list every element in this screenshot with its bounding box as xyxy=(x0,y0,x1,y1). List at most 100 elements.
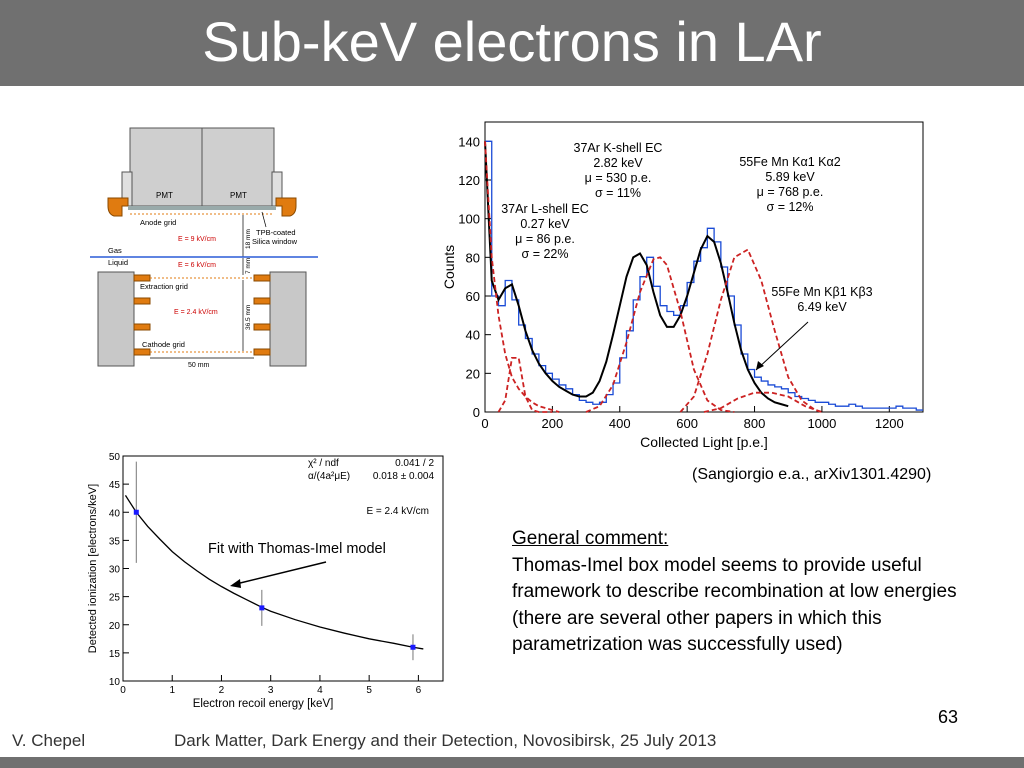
gas-label: Gas xyxy=(108,246,122,255)
ring-left xyxy=(107,197,129,217)
pmt-left-label: PMT xyxy=(156,191,173,200)
y-tick-label: 100 xyxy=(458,212,480,227)
stats-row2-label: α/(4a²μE) xyxy=(308,471,350,482)
y-tick-label: 40 xyxy=(109,508,121,519)
annotation-line: 55Fe Mn Kα1 Kα2 xyxy=(739,155,840,169)
data-point xyxy=(133,509,139,515)
arrow-head xyxy=(756,361,764,370)
y-tick-label: 45 xyxy=(109,480,121,491)
x-tick-label: 5 xyxy=(366,685,372,696)
general-comment: General comment: Thomas-Imel box model s… xyxy=(512,526,1002,659)
annotation-line: σ = 22% xyxy=(522,247,569,261)
annotation-line: 0.27 keV xyxy=(520,217,570,231)
liquid-label: Liquid xyxy=(108,258,128,267)
x-tick-label: 600 xyxy=(676,416,698,431)
annotation-line: 37Ar L-shell EC xyxy=(501,202,589,216)
x-tick-label: 1000 xyxy=(807,416,836,431)
data-point xyxy=(410,644,416,650)
dim-365-label: 36.5 mm xyxy=(245,305,252,330)
plot-frame xyxy=(484,121,924,413)
y-tick-label: 25 xyxy=(109,593,121,604)
field-mid-label: E = 6 kV/cm xyxy=(178,262,216,269)
field-drift-label: E = 2.4 kV/cm xyxy=(174,309,218,316)
y-tick-label: 15 xyxy=(109,649,121,660)
y-tick-label: 30 xyxy=(109,565,121,576)
y-tick-label: 40 xyxy=(466,328,480,343)
field-label: E = 2.4 kV/cm xyxy=(366,506,429,517)
stats-row1-label: χ² / ndf xyxy=(308,458,339,469)
cathode-grid-label: Cathode grid xyxy=(142,340,185,349)
y-axis-label: Counts xyxy=(441,245,457,289)
tpb-label: TPB-coated xyxy=(256,228,296,237)
y-tick-label: 60 xyxy=(466,289,480,304)
component-curve xyxy=(497,356,553,413)
caption-arrow xyxy=(235,561,327,585)
annotation-line: 55Fe Mn Kβ1 Kβ3 xyxy=(771,285,872,299)
bottom-bar xyxy=(0,757,1024,768)
arrow-head xyxy=(230,579,241,588)
annotation-line: σ = 11% xyxy=(595,186,641,200)
footer-author: V. Chepel xyxy=(12,731,86,750)
detector-diagram: PMT PMT Anode grid TPB-coated Silica win… xyxy=(90,127,318,369)
x-tick-label: 1200 xyxy=(875,416,904,431)
y-tick-label: 50 xyxy=(109,452,121,463)
component-curve xyxy=(679,248,823,413)
x-tick-label: 6 xyxy=(416,685,422,696)
body-right xyxy=(269,271,307,367)
x-tick-label: 1 xyxy=(169,685,175,696)
x-tick-label: 200 xyxy=(542,416,564,431)
y-tick-label: 10 xyxy=(109,677,121,688)
pmt-right-label: PMT xyxy=(230,191,247,200)
spectrum-chart: 0 20 40 60 80 100 120 140 0 200 400 600 800 1000 1200 C… xyxy=(441,121,924,450)
annotation-line: 6.49 keV xyxy=(797,300,847,314)
x-tick-label: 400 xyxy=(609,416,631,431)
x-tick-label: 3 xyxy=(268,685,274,696)
annotation-line: 2.82 keV xyxy=(593,156,643,170)
x-axis-label: Electron recoil energy [keV] xyxy=(193,698,334,710)
annotation-line: μ = 86 p.e. xyxy=(515,232,575,246)
stats-row2-value: 0.018 ± 0.004 xyxy=(373,471,435,482)
fit-caption: Fit with Thomas-Imel model xyxy=(208,541,386,557)
annotation-line: 37Ar K-shell EC xyxy=(574,141,663,155)
slide-title: Sub-keV electrons in LAr xyxy=(202,10,822,73)
comment-body: Thomas-Imel box model seems to provide u… xyxy=(512,554,957,656)
silica-label: Silica window xyxy=(252,237,298,246)
data-point xyxy=(259,605,265,611)
x-tick-label: 4 xyxy=(317,685,323,696)
y-axis-label: Detected ionization [electrons/keV] xyxy=(87,484,99,653)
y-tick-label: 120 xyxy=(458,173,480,188)
plot-frame xyxy=(122,455,444,682)
fit-curve xyxy=(484,141,789,408)
field-top-label: E = 9 kV/cm xyxy=(178,236,216,243)
y-tick-label: 35 xyxy=(109,536,121,547)
pmt-left xyxy=(129,127,203,207)
dim-18-label: 18 mm xyxy=(245,229,252,249)
stats-row1-value: 0.041 / 2 xyxy=(395,458,434,469)
histogram-series xyxy=(485,140,923,411)
component-curve xyxy=(585,256,735,413)
width-label: 50 mm xyxy=(188,362,210,369)
annotation-arrow xyxy=(755,321,809,371)
dim-7-label: 7 mm xyxy=(245,258,252,274)
annotation-line: σ = 12% xyxy=(767,200,814,214)
comment-heading: General comment: xyxy=(512,528,669,549)
x-tick-label: 0 xyxy=(481,416,488,431)
component-curve xyxy=(484,141,560,413)
ring-right xyxy=(275,197,297,217)
body-left xyxy=(97,271,135,367)
annotation-line: 5.89 keV xyxy=(765,170,815,184)
extraction-grid-label: Extraction grid xyxy=(140,282,188,291)
x-axis-label: Collected Light [p.e.] xyxy=(640,434,768,450)
fit-curve xyxy=(124,495,424,650)
citation: (Sangiorgio e.a., arXiv1301.4290) xyxy=(692,466,932,483)
y-tick-label: 80 xyxy=(466,250,480,265)
page-number: 63 xyxy=(938,707,959,727)
y-tick-label: 20 xyxy=(466,366,480,381)
x-tick-label: 800 xyxy=(744,416,766,431)
component-curve xyxy=(703,391,823,413)
